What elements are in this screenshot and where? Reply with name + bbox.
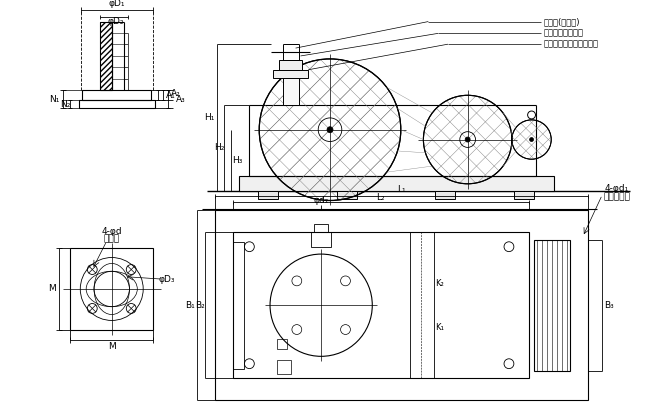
Bar [533,240,570,371]
Text: 排气管(在侧面): 排气管(在侧面) [543,17,580,26]
Text: M: M [108,341,116,350]
Bar [283,52,299,60]
Text: H₂: H₂ [214,143,224,152]
Text: K₂: K₂ [435,279,444,288]
Text: φD₁: φD₁ [109,0,126,9]
Bar [311,232,331,247]
Text: B₂: B₂ [196,301,205,310]
Bar [71,248,153,330]
Text: φD₃: φD₃ [159,275,175,284]
Circle shape [327,127,333,133]
Bar [514,191,533,198]
Text: H₁: H₁ [204,113,214,122]
Text: 4-φd: 4-φd [101,228,122,237]
Bar [277,339,287,349]
Bar [233,242,245,369]
Text: 地脚细钉孔: 地脚细钉孔 [603,192,631,201]
Text: 4-φd₁: 4-φd₁ [605,184,629,193]
Text: 用法兰联接的进气口平面: 用法兰联接的进气口平面 [543,40,598,49]
Text: H₃: H₃ [232,156,242,165]
Bar [79,100,155,108]
Bar [314,224,328,232]
Bar [258,191,278,198]
Text: K₁: K₁ [435,323,444,332]
Text: φD₂: φD₂ [108,17,124,26]
Bar [82,90,151,100]
Circle shape [465,137,470,142]
Text: B₃: B₃ [604,301,614,310]
Bar [233,232,529,378]
Text: L₁: L₁ [397,185,406,194]
Text: L₂: L₂ [376,193,385,202]
Bar [283,78,299,105]
Text: A₂: A₂ [171,90,180,98]
Text: 法兰孔: 法兰孔 [104,234,120,243]
Bar [273,70,309,78]
Bar [215,210,588,400]
Bar [277,360,291,373]
Bar [337,191,356,198]
Bar [435,191,455,198]
Text: A₁: A₁ [166,91,176,100]
Text: N₁: N₁ [50,95,60,104]
Text: M: M [48,284,56,294]
Bar [100,21,112,90]
Text: φd₂: φd₂ [313,196,329,205]
Text: 进气口软管联接处: 进气口软管联接处 [543,29,584,38]
Text: B₁: B₁ [186,301,195,310]
Bar [279,60,303,70]
Circle shape [529,138,533,141]
Text: N₂: N₂ [60,100,71,109]
Bar [410,232,434,378]
Text: A₃: A₃ [176,95,185,104]
Bar [239,176,554,191]
